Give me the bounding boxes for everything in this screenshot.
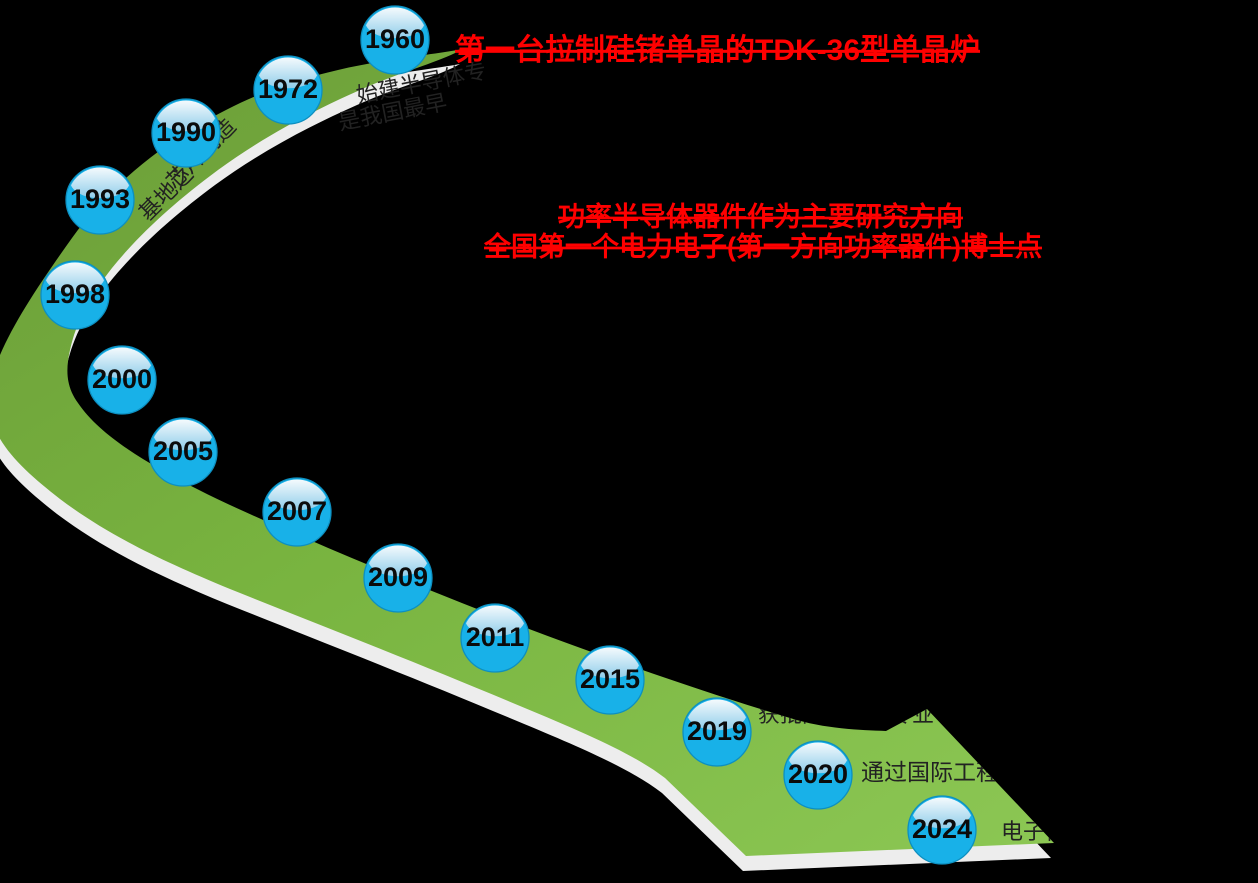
svg-text:2024: 2024 [912,814,972,844]
svg-text:1960: 1960 [365,24,425,54]
svg-text:2015: 2015 [580,664,640,694]
svg-text:2007: 2007 [267,496,327,526]
svg-text:1972: 1972 [258,74,318,104]
svg-text:1998: 1998 [45,279,105,309]
svg-text:1993: 1993 [70,184,130,214]
svg-text:2005: 2005 [153,436,213,466]
svg-text:2000: 2000 [92,364,152,394]
svg-text:获批国家一流专业: 获批国家一流专业 [758,702,934,727]
svg-text:电子信息学院: 电子信息学院 [1001,819,1133,844]
svg-text:1990: 1990 [156,117,216,147]
svg-text:2020: 2020 [788,759,848,789]
svg-text:2009: 2009 [368,562,428,592]
svg-text:功率半导体器件作为主要研究方向: 功率半导体器件作为主要研究方向 [558,201,963,232]
svg-text:2011: 2011 [466,622,525,652]
svg-text:2019: 2019 [687,716,747,746]
svg-text:通过国际工程认证: 通过国际工程认证 [861,759,1045,785]
svg-text:全国第一个电力电子(第一方向功率器件)博士点: 全国第一个电力电子(第一方向功率器件)博士点 [483,231,1042,262]
svg-text:第一台拉制硅锗单晶的TDK-36型单晶炉: 第一台拉制硅锗单晶的TDK-36型单晶炉 [455,33,980,67]
